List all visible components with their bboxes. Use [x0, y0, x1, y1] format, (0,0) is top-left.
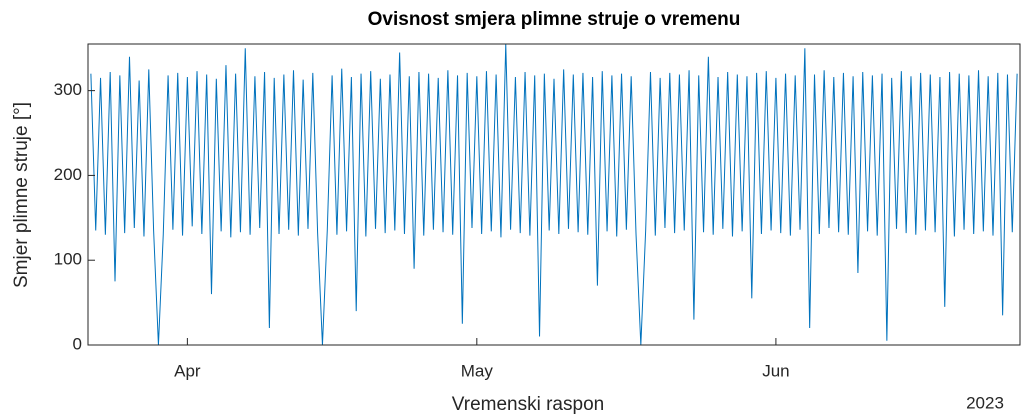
axes-frame — [87, 43, 1021, 346]
data-line — [90, 43, 1018, 346]
chart-title: Ovisnost smjera plimne struje o vremenu — [368, 9, 741, 30]
x-axis-label: Vremenski raspon — [452, 394, 604, 415]
x-tick-label: Jun — [762, 361, 789, 380]
y-tick-label: 100 — [54, 250, 82, 269]
x-tick-label: Apr — [174, 361, 201, 380]
y-axis-label: Smjer plimne struje [°] — [11, 102, 32, 288]
year-label: 2023 — [966, 393, 1004, 412]
y-tick-label: 200 — [54, 165, 82, 184]
y-tick-label: 0 — [73, 334, 82, 353]
x-tick-label: May — [461, 361, 494, 380]
y-tick-label: 300 — [54, 80, 82, 99]
